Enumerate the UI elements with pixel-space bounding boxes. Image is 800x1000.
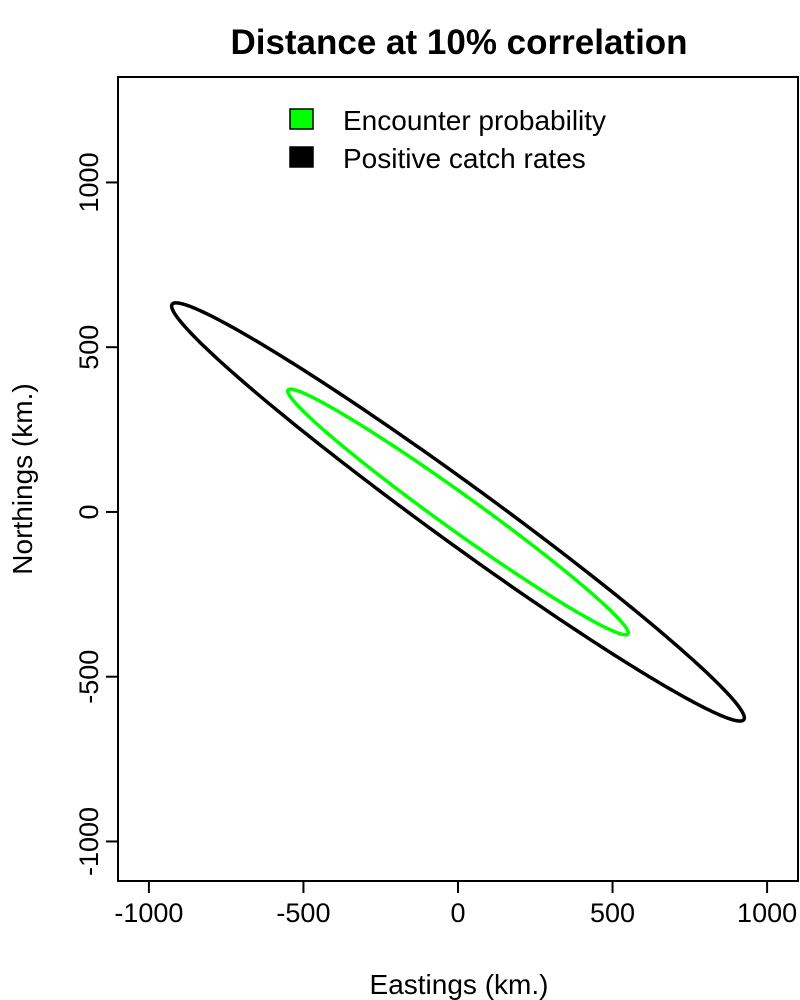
ellipse-encounter-probability xyxy=(285,387,631,637)
y-axis-title: Northings (km.) xyxy=(7,383,38,574)
x-tick-label: -1000 xyxy=(114,898,183,928)
y-tick-label: 0 xyxy=(74,504,104,519)
x-tick-label: 0 xyxy=(450,898,465,928)
x-axis: -1000 -500 0 500 1000 xyxy=(114,880,797,928)
x-tick-label: -500 xyxy=(276,898,330,928)
legend: Encounter probability Positive catch rate… xyxy=(289,105,606,174)
chart-title: Distance at 10% correlation xyxy=(230,23,687,62)
y-tick-label: -1000 xyxy=(74,807,104,876)
x-tick-label: 1000 xyxy=(737,898,797,928)
legend-swatch xyxy=(289,146,314,168)
x-axis-title: Eastings (km.) xyxy=(370,969,549,1000)
x-tick-label: 500 xyxy=(590,898,635,928)
legend-label: Encounter probability xyxy=(343,105,606,136)
y-axis: -1000 -500 0 500 1000 xyxy=(74,152,119,876)
y-tick-label: 1000 xyxy=(74,152,104,212)
series-layer xyxy=(169,301,747,723)
y-tick-label: -500 xyxy=(74,650,104,704)
y-tick-label: 500 xyxy=(74,325,104,370)
ellipse-positive-catch-rates xyxy=(169,301,747,723)
legend-label: Positive catch rates xyxy=(343,143,586,174)
plot-frame xyxy=(117,76,799,882)
legend-swatch xyxy=(289,108,314,130)
